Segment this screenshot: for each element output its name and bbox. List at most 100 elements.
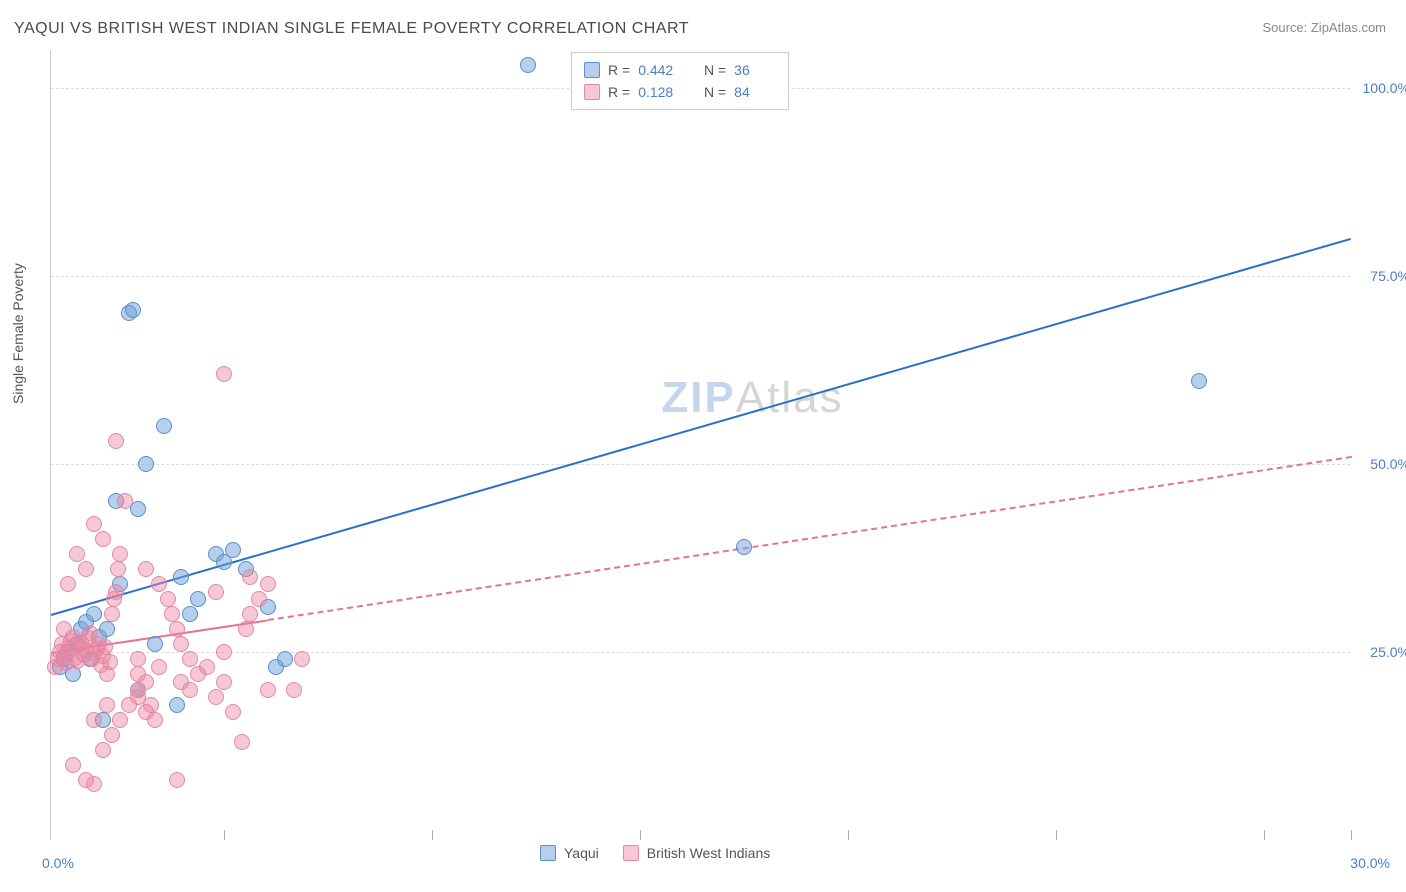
data-point	[108, 584, 124, 600]
data-point	[182, 606, 198, 622]
r-value: 0.442	[638, 59, 680, 81]
data-point	[86, 776, 102, 792]
data-point	[156, 418, 172, 434]
data-point	[277, 651, 293, 667]
data-point	[216, 366, 232, 382]
r-label: R =	[608, 59, 630, 81]
data-point	[182, 651, 198, 667]
data-point	[138, 674, 154, 690]
r-value: 0.128	[638, 81, 680, 103]
data-point	[104, 606, 120, 622]
data-point	[117, 493, 133, 509]
regression-line	[51, 238, 1352, 616]
chart-container: YAQUI VS BRITISH WEST INDIAN SINGLE FEMA…	[0, 0, 1406, 892]
legend-stats: R =0.442 N =36R =0.128 N =84	[571, 52, 789, 110]
data-point	[138, 561, 154, 577]
data-point	[1191, 373, 1207, 389]
data-point	[260, 682, 276, 698]
data-point	[147, 712, 163, 728]
legend-item: British West Indians	[623, 845, 770, 861]
data-point	[102, 654, 118, 670]
data-point	[104, 727, 120, 743]
data-point	[112, 712, 128, 728]
legend-stats-row: R =0.128 N =84	[584, 81, 776, 103]
legend-label: British West Indians	[647, 845, 770, 861]
chart-title: YAQUI VS BRITISH WEST INDIAN SINGLE FEMA…	[14, 20, 689, 38]
y-tick-label: 25.0%	[1370, 644, 1406, 660]
x-tick	[1056, 830, 1057, 840]
data-point	[143, 697, 159, 713]
data-point	[164, 606, 180, 622]
data-point	[160, 591, 176, 607]
gridline	[51, 464, 1350, 465]
r-label: R =	[608, 81, 630, 103]
data-point	[86, 712, 102, 728]
data-point	[99, 621, 115, 637]
plot-area: ZIPAtlas 25.0%50.0%75.0%100.0%R =0.442 N…	[50, 50, 1350, 840]
data-point	[182, 682, 198, 698]
data-point	[147, 636, 163, 652]
data-point	[260, 576, 276, 592]
legend-swatch	[623, 845, 639, 861]
data-point	[110, 561, 126, 577]
data-point	[242, 606, 258, 622]
data-point	[86, 606, 102, 622]
n-label: N =	[704, 59, 726, 81]
x-tick	[1264, 830, 1265, 840]
data-point	[736, 539, 752, 555]
y-axis-label: Single Female Poverty	[10, 263, 26, 404]
data-point	[173, 636, 189, 652]
x-axis-max-label: 30.0%	[1350, 855, 1390, 871]
data-point	[169, 621, 185, 637]
data-point	[234, 734, 250, 750]
data-point	[151, 576, 167, 592]
gridline	[51, 276, 1350, 277]
legend-bottom: Yaqui British West Indians	[540, 845, 770, 861]
watermark: ZIPAtlas	[661, 373, 843, 423]
data-point	[520, 57, 536, 73]
x-tick	[848, 830, 849, 840]
data-point	[151, 659, 167, 675]
data-point	[97, 639, 113, 655]
data-point	[86, 516, 102, 532]
legend-label: Yaqui	[564, 845, 599, 861]
data-point	[238, 621, 254, 637]
n-label: N =	[704, 81, 726, 103]
y-tick-label: 100.0%	[1363, 80, 1406, 96]
data-point	[286, 682, 302, 698]
data-point	[225, 704, 241, 720]
data-point	[216, 674, 232, 690]
x-tick	[1351, 830, 1352, 840]
data-point	[251, 591, 267, 607]
x-tick	[432, 830, 433, 840]
data-point	[208, 689, 224, 705]
data-point	[242, 569, 258, 585]
n-value: 36	[734, 59, 776, 81]
data-point	[99, 697, 115, 713]
data-point	[225, 542, 241, 558]
data-point	[294, 651, 310, 667]
legend-stats-row: R = 0.442 N = 36	[584, 59, 776, 81]
data-point	[208, 584, 224, 600]
data-point	[95, 742, 111, 758]
watermark-rest: Atlas	[736, 373, 844, 422]
legend-item: Yaqui	[540, 845, 599, 861]
data-point	[216, 644, 232, 660]
x-axis-min-label: 0.0%	[42, 855, 74, 871]
x-tick	[224, 830, 225, 840]
data-point	[56, 621, 72, 637]
data-point	[108, 433, 124, 449]
legend-swatch	[540, 845, 556, 861]
legend-swatch	[584, 62, 600, 78]
x-tick	[640, 830, 641, 840]
data-point	[199, 659, 215, 675]
y-tick-label: 50.0%	[1370, 456, 1406, 472]
data-point	[78, 561, 94, 577]
data-point	[112, 546, 128, 562]
data-point	[130, 651, 146, 667]
data-point	[190, 591, 206, 607]
source-label: Source: ZipAtlas.com	[1262, 20, 1386, 35]
regression-line-dashed	[268, 456, 1352, 621]
data-point	[95, 531, 111, 547]
y-tick-label: 75.0%	[1370, 268, 1406, 284]
